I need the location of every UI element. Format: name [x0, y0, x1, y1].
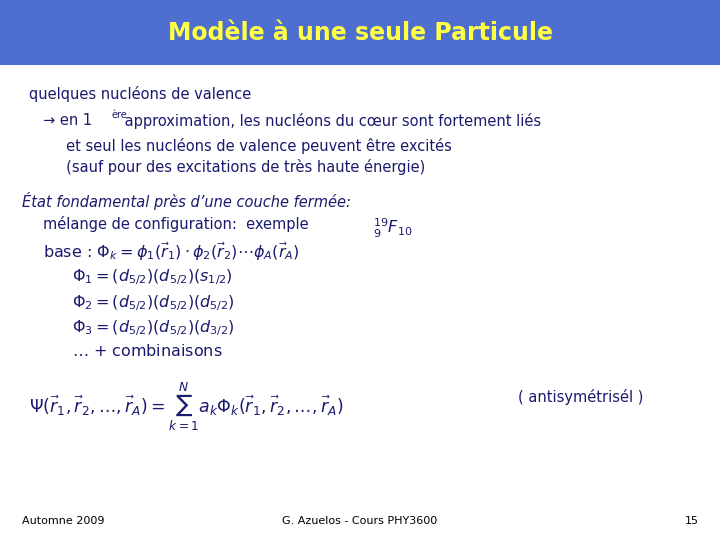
Text: $\Phi_1 = (d_{5/2})(d_{5/2})(s_{1/2})$: $\Phi_1 = (d_{5/2})(d_{5/2})(s_{1/2})$ — [72, 267, 233, 287]
Text: mélange de configuration:  exemple: mélange de configuration: exemple — [43, 216, 309, 232]
Text: (sauf pour des excitations de très haute énergie): (sauf pour des excitations de très haute… — [43, 159, 426, 176]
Text: État fondamental près d’une couche fermée:: État fondamental près d’une couche fermé… — [22, 192, 351, 210]
Text: G. Azuelos - Cours PHY3600: G. Azuelos - Cours PHY3600 — [282, 516, 438, 526]
Text: $\ldots$ + combinaisons: $\ldots$ + combinaisons — [72, 343, 222, 359]
Text: $\Psi(\vec{r}_1, \vec{r}_2, \ldots, \vec{r}_A) = \sum_{k=1}^{N} a_k \Phi_k(\vec{: $\Psi(\vec{r}_1, \vec{r}_2, \ldots, \vec… — [29, 381, 343, 433]
Text: base : $\Phi_k = \phi_1(\vec{r}_1) \cdot \phi_2(\vec{r}_2) \cdots \phi_A(\vec{r}: base : $\Phi_k = \phi_1(\vec{r}_1) \cdot… — [43, 240, 300, 262]
Text: $\Phi_2 = (d_{5/2})(d_{5/2})(d_{5/2})$: $\Phi_2 = (d_{5/2})(d_{5/2})(d_{5/2})$ — [72, 293, 235, 313]
Text: 15: 15 — [685, 516, 698, 526]
FancyBboxPatch shape — [0, 0, 720, 65]
Text: $^{19}_{9}F_{10}$: $^{19}_{9}F_{10}$ — [373, 217, 413, 240]
Text: approximation, les nucléons du cœur sont fortement liés: approximation, les nucléons du cœur sont… — [120, 113, 541, 130]
Text: quelques nucléons de valence: quelques nucléons de valence — [29, 86, 251, 103]
Text: ( antisymétrisél ): ( antisymétrisél ) — [518, 389, 644, 405]
Text: et seul les nucléons de valence peuvent être excités: et seul les nucléons de valence peuvent … — [43, 138, 452, 154]
Text: → en 1: → en 1 — [43, 113, 92, 129]
Text: Modèle à une seule Particule: Modèle à une seule Particule — [168, 22, 552, 45]
Text: Automne 2009: Automne 2009 — [22, 516, 104, 526]
Text: ère: ère — [112, 110, 127, 120]
Text: $\Phi_3 = (d_{5/2})(d_{5/2})(d_{3/2})$: $\Phi_3 = (d_{5/2})(d_{5/2})(d_{3/2})$ — [72, 318, 235, 338]
